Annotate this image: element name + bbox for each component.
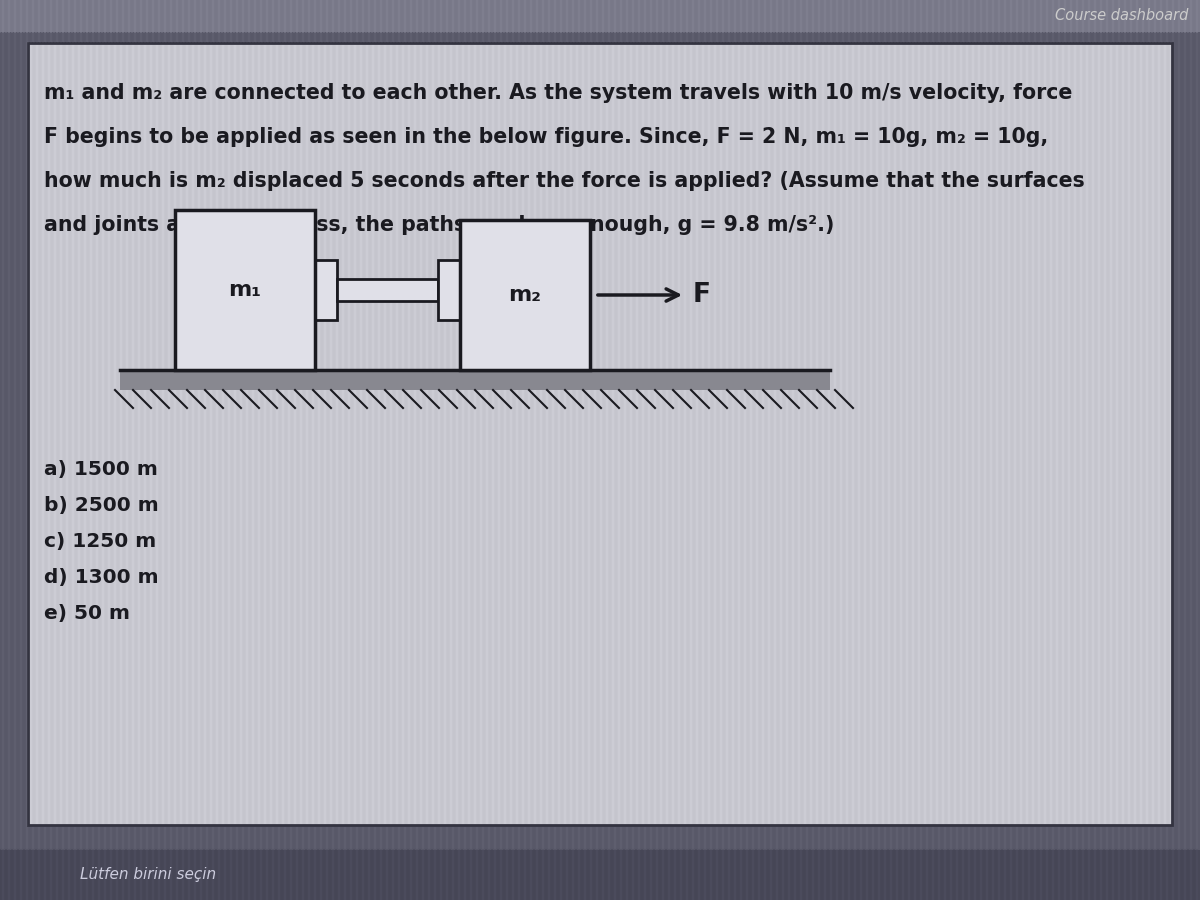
Text: Lütfen birini seçin: Lütfen birini seçin (80, 868, 216, 883)
Bar (314, 260, 337, 320)
Text: b) 2500 m: b) 2500 m (44, 496, 158, 515)
Bar (0, 850, 1200, 900)
Bar (120, 370, 830, 390)
Bar (28, 43, 1172, 825)
Text: Course dashboard: Course dashboard (1055, 8, 1188, 23)
Text: m₂: m₂ (509, 285, 541, 305)
Bar (175, 210, 314, 370)
Bar (0, 0, 1200, 32)
Bar (460, 220, 590, 370)
Bar (438, 260, 460, 320)
Text: and joints are frictionless, the paths are long enough, g = 9.8 m/s².): and joints are frictionless, the paths a… (44, 215, 834, 235)
Text: c) 1250 m: c) 1250 m (44, 532, 156, 551)
Text: how much is m₂ displaced 5 seconds after the force is applied? (Assume that the : how much is m₂ displaced 5 seconds after… (44, 171, 1085, 191)
Text: m₁: m₁ (228, 280, 262, 300)
Text: m₁ and m₂ are connected to each other. As the system travels with 10 m/s velocit: m₁ and m₂ are connected to each other. A… (44, 83, 1073, 103)
Text: e) 50 m: e) 50 m (44, 604, 130, 623)
Bar (28, 43, 1172, 825)
Text: F: F (694, 282, 710, 308)
Text: a) 1500 m: a) 1500 m (44, 460, 158, 479)
Text: d) 1300 m: d) 1300 m (44, 568, 158, 587)
Bar (337, 279, 438, 301)
Text: F begins to be applied as seen in the below figure. Since, F = 2 N, m₁ = 10g, m₂: F begins to be applied as seen in the be… (44, 127, 1049, 147)
